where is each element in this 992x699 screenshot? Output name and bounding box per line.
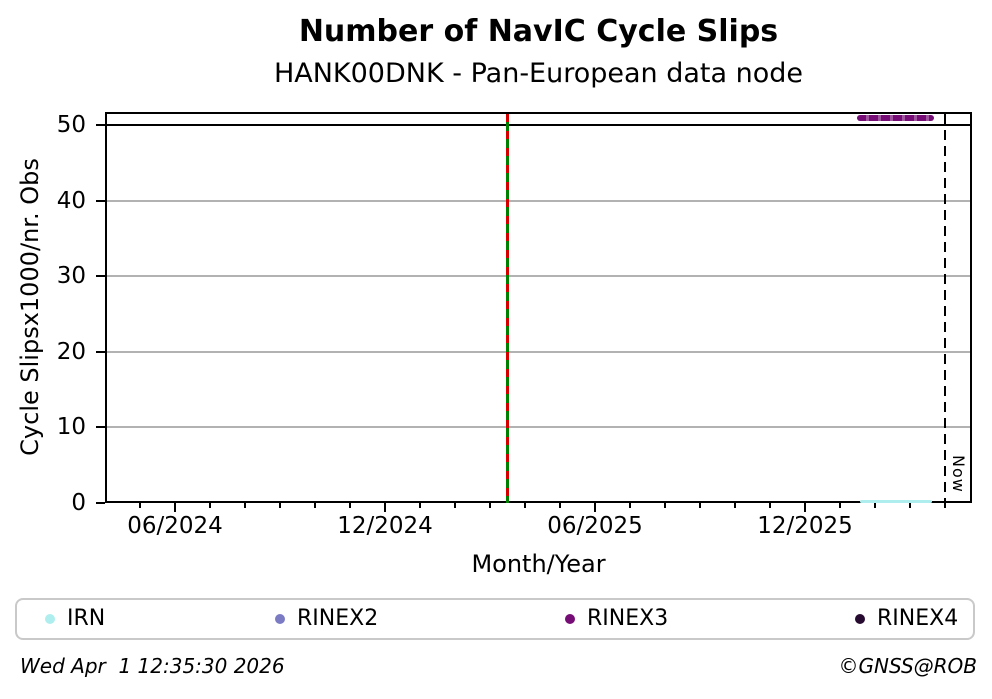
x-minor-tick (314, 503, 316, 508)
x-minor-tick (209, 503, 211, 508)
x-minor-tick (244, 503, 246, 508)
x-minor-tick (699, 503, 701, 508)
y-tick (96, 426, 105, 429)
x-minor-tick (349, 503, 351, 508)
legend-label: RINEX2 (297, 606, 379, 631)
y-tick (96, 124, 105, 126)
x-minor-tick (139, 503, 141, 508)
x-minor-tick (944, 503, 946, 508)
x-axis-label: Month/Year (471, 550, 606, 578)
y-tick-label: 50 (56, 112, 86, 138)
x-major-tick (384, 503, 386, 512)
x-minor-tick (874, 503, 876, 508)
x-major-tick (594, 503, 596, 512)
legend-label: IRN (67, 606, 106, 631)
y-axis-label: Cycle Slipsx1000/nr. Obs (16, 158, 44, 456)
x-minor-tick (909, 503, 911, 508)
x-major-tick (804, 503, 806, 512)
x-minor-tick (489, 503, 491, 508)
legend-label: RINEX4 (877, 606, 959, 631)
legend-dot-irn (45, 614, 55, 624)
legend-dot-rinex2 (275, 614, 285, 624)
x-minor-tick (419, 503, 421, 508)
legend-item-rinex3: RINEX3 (565, 600, 668, 638)
x-major-tick (174, 503, 176, 512)
x-minor-tick (279, 503, 281, 508)
y-tick-label: 0 (71, 490, 86, 516)
y-tick (96, 502, 105, 504)
x-tick-label: 06/2025 (547, 513, 643, 539)
x-minor-tick (664, 503, 666, 508)
legend-item-rinex2: RINEX2 (275, 600, 378, 638)
legend-dot-rinex3 (565, 614, 575, 624)
y-tick (96, 350, 105, 353)
copyright-label: ©GNSS@ROB (838, 654, 978, 678)
x-minor-tick (559, 503, 561, 508)
legend-dot-rinex4 (855, 614, 865, 624)
x-tick-label: 12/2025 (757, 513, 853, 539)
legend-label: RINEX3 (587, 606, 669, 631)
y-tick (96, 275, 105, 278)
x-tick-label: 06/2024 (127, 513, 223, 539)
chart-subtitle: HANK00DNK - Pan-European data node (273, 58, 804, 89)
legend: IRN RINEX2 RINEX3 RINEX4 (15, 598, 975, 640)
x-minor-tick (769, 503, 771, 508)
x-minor-tick (629, 503, 631, 508)
y-tick (96, 199, 105, 202)
legend-item-rinex4: RINEX4 (855, 600, 958, 638)
x-minor-tick (734, 503, 736, 508)
x-tick-label: 12/2024 (337, 513, 433, 539)
legend-item-irn: IRN (45, 600, 105, 638)
plot-area (105, 112, 972, 503)
x-minor-tick (839, 503, 841, 508)
plot-timestamp: Wed Apr 1 12:35:30 2026 (20, 654, 285, 678)
x-minor-tick (524, 503, 526, 508)
chart-title: Number of NavIC Cycle Slips (298, 14, 779, 49)
x-minor-tick (454, 503, 456, 508)
